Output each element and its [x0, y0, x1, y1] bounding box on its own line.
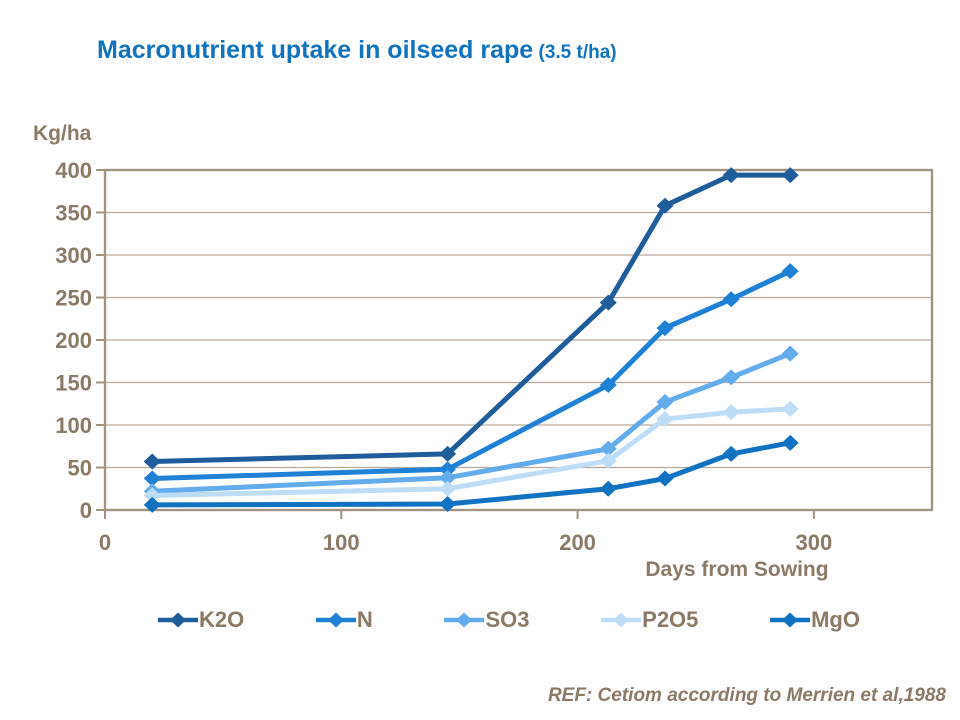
legend-label-mgo: MgO	[811, 607, 860, 632]
legend-marker-so3	[444, 612, 485, 628]
data-point-marker	[143, 453, 161, 470]
data-point-marker	[656, 197, 674, 214]
data-point-marker	[599, 452, 617, 469]
series-markers-mgo	[143, 434, 799, 513]
x-tick-label: 300	[795, 530, 832, 555]
series-markers-k2o	[143, 167, 799, 470]
data-point-marker	[143, 470, 161, 487]
legend-item-so3: SO3	[444, 607, 529, 633]
series-line-mgo	[149, 440, 793, 508]
legend-label-n: N	[356, 607, 373, 632]
series-line-p2o5	[149, 406, 793, 499]
y-tick-label: 350	[55, 201, 92, 226]
page-title-suffix: (3.5 t/ha)	[533, 42, 617, 63]
data-point-marker	[599, 377, 617, 394]
legend-item-k2o: K2O	[158, 607, 244, 633]
data-point-marker	[439, 469, 457, 486]
data-point-marker	[722, 445, 740, 462]
plot-border	[103, 168, 934, 512]
legend-diamond	[170, 612, 186, 628]
data-point-marker	[656, 320, 674, 337]
data-point-marker	[781, 167, 799, 184]
x-tick-label: 0	[99, 530, 111, 555]
x-tick-label: 200	[559, 530, 596, 555]
data-point-marker	[781, 400, 799, 417]
data-point-marker	[781, 345, 799, 362]
y-axis-title: Kg/ha	[33, 122, 92, 145]
legend-diamond	[613, 612, 630, 628]
y-tick-label: 300	[55, 243, 92, 268]
y-tick-label: 400	[55, 158, 92, 183]
legend-diamond	[327, 612, 344, 628]
data-point-marker	[722, 167, 740, 184]
series-layer	[143, 167, 799, 513]
grid-layer	[96, 168, 934, 519]
legend-marker-k2o	[158, 612, 198, 628]
y-tick-label: 250	[55, 286, 92, 311]
data-point-marker	[656, 411, 674, 428]
legend-marker-n	[315, 612, 356, 628]
data-point-marker	[656, 394, 674, 411]
data-point-marker	[143, 496, 161, 513]
x-tick-label: 100	[323, 530, 360, 555]
data-point-marker	[439, 496, 457, 513]
legend-label-k2o: K2O	[199, 607, 245, 632]
legend-diamond	[456, 612, 473, 628]
series-line-k2o	[149, 172, 793, 465]
data-point-marker	[599, 440, 617, 457]
data-point-marker	[722, 404, 740, 421]
legend-marker-mgo	[770, 612, 811, 628]
data-point-marker	[143, 487, 161, 504]
y-tick-label: 200	[55, 328, 92, 353]
y-tick-label: 150	[55, 371, 92, 396]
data-point-marker	[656, 470, 674, 487]
reference-note: REF: Cetiom according to Merrien et al,1…	[547, 685, 946, 706]
chart-legend: K2O N SO3 P2O5 MgO	[158, 601, 860, 639]
y-tick-label: 50	[68, 456, 92, 481]
y-tick-label: 0	[80, 498, 92, 523]
legend-label-p2o5: P2O5	[642, 607, 699, 632]
data-point-marker	[439, 445, 457, 462]
x-axis-title: Days from Sowing	[645, 558, 828, 581]
data-point-marker	[599, 294, 617, 311]
legend-item-n: N	[315, 607, 373, 633]
series-markers-n	[143, 263, 799, 487]
legend-marker-p2o5	[601, 612, 642, 628]
data-point-marker	[722, 369, 740, 386]
data-point-marker	[439, 480, 457, 497]
series-line-n	[149, 268, 793, 482]
data-point-marker	[599, 480, 617, 497]
legend-label-so3: SO3	[485, 607, 530, 632]
data-point-marker	[781, 263, 799, 280]
series-markers-p2o5	[143, 400, 799, 504]
series-line-so3	[149, 351, 793, 494]
legend-item-mgo: MgO	[770, 607, 860, 633]
data-point-marker	[781, 434, 799, 451]
data-point-marker	[722, 291, 740, 308]
y-tick-label: 100	[55, 413, 92, 438]
data-point-marker	[439, 461, 457, 478]
page-title-main: Macronutrient uptake in oilseed rape	[97, 36, 534, 64]
page-title: Macronutrient uptake in oilseed rape (3.…	[97, 36, 617, 65]
tick-label-layer: 0 50 100 150 200 250 300 350 400 0 100 200 300	[55, 158, 832, 555]
legend-item-p2o5: P2O5	[601, 607, 698, 633]
legend-diamond	[782, 612, 799, 628]
